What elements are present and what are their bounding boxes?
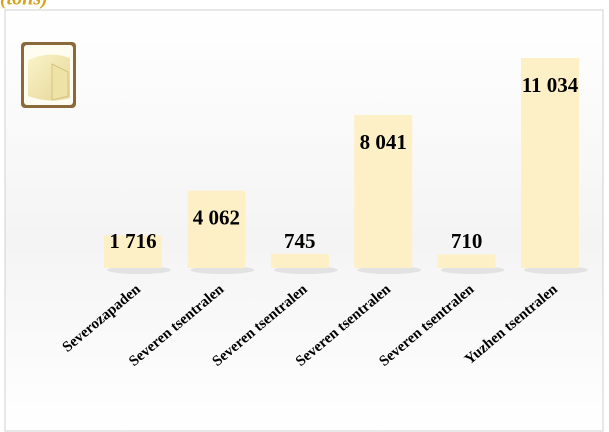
bar — [354, 114, 413, 269]
value-label: 4 062 — [193, 206, 240, 230]
bar — [187, 190, 246, 268]
value-label: 8 041 — [360, 130, 407, 154]
bar — [270, 253, 329, 268]
value-label: 745 — [284, 229, 316, 253]
value-label: 710 — [451, 229, 483, 253]
plot-frame — [4, 9, 604, 432]
value-label: 11 034 — [522, 73, 579, 97]
bar — [104, 235, 162, 268]
cheese-icon — [21, 42, 76, 108]
bar — [521, 58, 579, 268]
value-label: 1 716 — [109, 229, 156, 253]
bar — [437, 254, 496, 268]
chart-title: (tons) — [0, 0, 48, 10]
